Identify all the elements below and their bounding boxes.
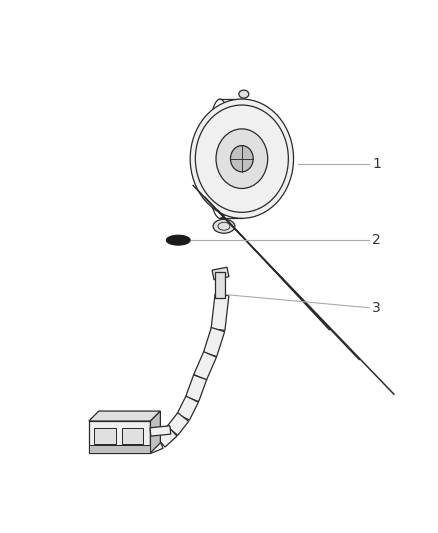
Polygon shape [194, 352, 216, 380]
Polygon shape [146, 435, 163, 453]
Polygon shape [211, 294, 229, 330]
Ellipse shape [166, 235, 190, 245]
Ellipse shape [213, 219, 235, 233]
Ellipse shape [230, 146, 253, 172]
Text: 1: 1 [372, 157, 381, 171]
Polygon shape [215, 272, 225, 298]
Polygon shape [150, 426, 171, 436]
Text: 3: 3 [372, 301, 381, 315]
Polygon shape [186, 375, 207, 401]
Ellipse shape [216, 129, 268, 189]
Text: 2: 2 [372, 233, 381, 247]
Polygon shape [167, 413, 189, 435]
Ellipse shape [239, 90, 249, 98]
Ellipse shape [190, 99, 293, 219]
Polygon shape [177, 396, 198, 420]
FancyBboxPatch shape [94, 428, 116, 444]
Polygon shape [212, 267, 229, 280]
Polygon shape [155, 426, 177, 447]
FancyBboxPatch shape [89, 445, 150, 453]
Polygon shape [203, 327, 225, 357]
Polygon shape [89, 421, 150, 453]
Polygon shape [89, 411, 160, 421]
FancyBboxPatch shape [122, 428, 144, 444]
Polygon shape [150, 411, 160, 453]
